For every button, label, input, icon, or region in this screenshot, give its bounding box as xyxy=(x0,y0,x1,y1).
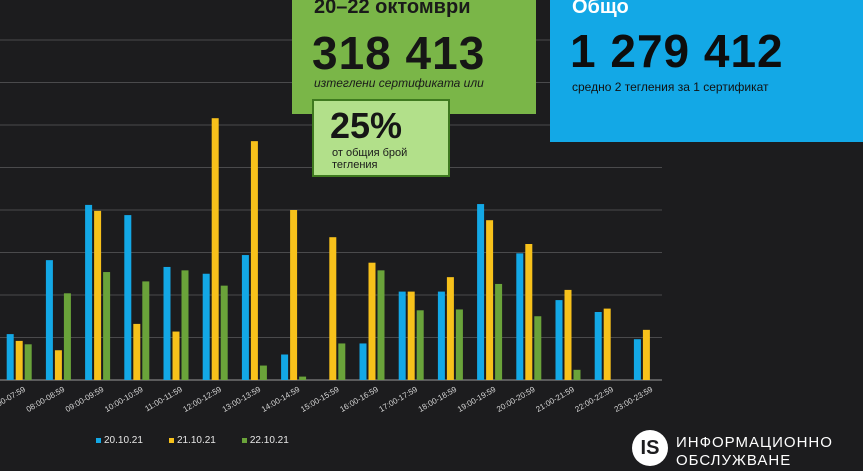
bar xyxy=(281,354,289,380)
bar xyxy=(202,273,210,380)
bar xyxy=(564,289,572,380)
overall-caption: средно 2 тегления за 1 сертификат xyxy=(572,80,769,94)
overall-total: 1 279 412 xyxy=(570,25,784,77)
bar xyxy=(124,215,132,380)
x-tick-label: 08:00-08:59 xyxy=(25,385,67,414)
bar xyxy=(103,272,111,380)
bar xyxy=(163,266,171,380)
bar xyxy=(24,344,32,380)
bar xyxy=(573,369,581,380)
bar xyxy=(477,204,485,380)
legend-swatch-20 xyxy=(96,438,101,443)
x-tick-label: 10:00-10:59 xyxy=(103,385,145,414)
bar xyxy=(94,210,102,380)
bar xyxy=(63,293,71,380)
bar xyxy=(211,118,219,380)
x-tick-label: 15:00-15:59 xyxy=(299,385,341,414)
bar xyxy=(516,253,524,380)
bar xyxy=(142,281,150,380)
x-tick-label: 07:00-07:59 xyxy=(0,385,27,414)
bar xyxy=(377,270,385,380)
bar xyxy=(525,244,533,380)
x-tick-label: 16:00-16:59 xyxy=(338,385,380,414)
bar xyxy=(603,308,611,380)
bar xyxy=(133,323,141,380)
bar xyxy=(416,310,424,380)
x-tick-label: 21:00-21:59 xyxy=(534,385,576,414)
bar xyxy=(299,376,307,380)
period-caption: изтеглени сертификата или xyxy=(314,76,484,90)
bar xyxy=(446,277,454,380)
bar xyxy=(642,329,650,380)
share-caption: от общия брой тегления xyxy=(332,147,408,171)
bar xyxy=(407,291,415,380)
bar xyxy=(181,270,189,380)
bar xyxy=(338,343,346,380)
bar xyxy=(633,339,641,380)
legend-item: 22.10.21 xyxy=(241,435,289,446)
bar xyxy=(534,316,542,380)
x-tick-label: 09:00-09:59 xyxy=(64,385,106,414)
legend-swatch-21 xyxy=(168,438,174,443)
bar xyxy=(486,220,494,380)
x-tick-label: 18:00-18:59 xyxy=(417,385,459,414)
legend-label: 22.10.21 xyxy=(249,435,289,446)
period-summary-card: 20–22 октомври 318 413 изтеглени сертифи… xyxy=(292,0,536,114)
x-tick-label: 19:00-19:59 xyxy=(456,385,498,414)
logo-text-line1: ИНФОРМАЦИОННО xyxy=(676,434,833,451)
logo-icon: IS xyxy=(632,430,668,466)
legend-item: 20.10.21 xyxy=(96,435,143,446)
bar xyxy=(259,365,267,380)
bar xyxy=(85,204,93,380)
x-tick-label: 22:00-22:59 xyxy=(574,385,616,414)
legend-label: 21.10.21 xyxy=(176,435,216,446)
x-tick-label: 13:00-13:59 xyxy=(221,385,263,414)
bar xyxy=(455,309,463,380)
bar xyxy=(594,312,602,380)
x-tick-label: 20:00-20:59 xyxy=(495,385,537,414)
bar xyxy=(15,340,23,380)
x-tick-label: 11:00-11:59 xyxy=(143,385,184,414)
x-tick-label: 14:00-14:59 xyxy=(260,385,302,414)
x-tick-label: 12:00-12:59 xyxy=(182,385,224,414)
x-tick-label: 17:00-17:59 xyxy=(378,385,420,414)
bar xyxy=(290,210,298,380)
period-total: 318 413 xyxy=(312,27,486,79)
bar xyxy=(359,343,367,380)
logo-text-line2: ОБСЛУЖВАНЕ xyxy=(676,452,792,469)
bar xyxy=(368,262,376,380)
bar xyxy=(329,237,337,380)
bar xyxy=(495,283,503,380)
legend-item: 21.10.21 xyxy=(168,435,216,446)
bar xyxy=(437,291,445,380)
bar xyxy=(220,285,228,380)
period-label: 20–22 октомври xyxy=(314,0,471,18)
legend-swatch-22 xyxy=(241,438,247,443)
x-tick-label: 23:00-23:59 xyxy=(613,385,655,414)
bar xyxy=(250,141,258,380)
overall-label: Общо xyxy=(572,0,629,18)
bar xyxy=(6,334,14,380)
company-logo: IS ИНФОРМАЦИОННО ОБСЛУЖВАНЕ xyxy=(632,428,852,469)
bar xyxy=(45,260,53,380)
chart-legend: 20.10.21 21.10.21 22.10.21 xyxy=(96,435,289,446)
share-card: 25% от общия брой тегления xyxy=(312,99,450,177)
share-value: 25% xyxy=(330,105,403,146)
bar xyxy=(172,331,180,380)
bar xyxy=(54,350,62,380)
bar xyxy=(555,300,563,380)
overall-summary-card: Общо 1 279 412 средно 2 тегления за 1 се… xyxy=(550,0,863,142)
bar xyxy=(241,255,249,380)
bar xyxy=(398,291,406,380)
legend-label: 20.10.21 xyxy=(104,435,143,446)
